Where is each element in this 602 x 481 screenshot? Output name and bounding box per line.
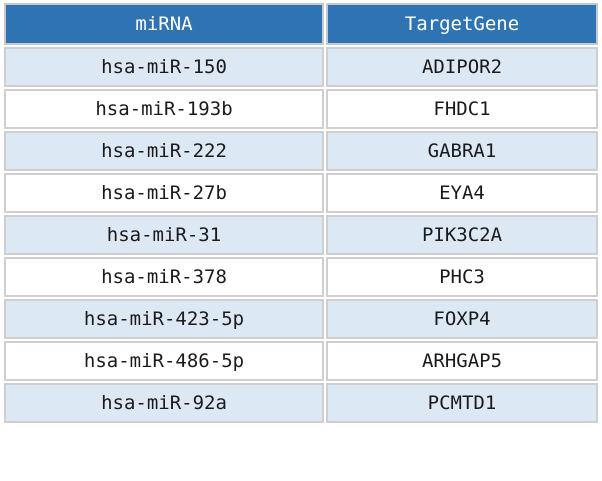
target-gene-cell: FOXP4 (326, 299, 598, 339)
mirna-target-table: miRNA TargetGene hsa-miR-150 ADIPOR2 hsa… (2, 1, 600, 425)
table-row: hsa-miR-423-5p FOXP4 (4, 299, 598, 339)
table-row: hsa-miR-378 PHC3 (4, 257, 598, 297)
table-row: hsa-miR-150 ADIPOR2 (4, 47, 598, 87)
target-gene-cell: PCMTD1 (326, 383, 598, 423)
mirna-cell: hsa-miR-27b (4, 173, 324, 213)
target-gene-cell: FHDC1 (326, 89, 598, 129)
mirna-cell: hsa-miR-486-5p (4, 341, 324, 381)
table-row: hsa-miR-27b EYA4 (4, 173, 598, 213)
table-row: hsa-miR-31 PIK3C2A (4, 215, 598, 255)
mirna-cell: hsa-miR-150 (4, 47, 324, 87)
table-row: hsa-miR-222 GABRA1 (4, 131, 598, 171)
table-row: hsa-miR-92a PCMTD1 (4, 383, 598, 423)
mirna-cell: hsa-miR-222 (4, 131, 324, 171)
mirna-cell: hsa-miR-92a (4, 383, 324, 423)
mirna-cell: hsa-miR-31 (4, 215, 324, 255)
target-gene-cell: PHC3 (326, 257, 598, 297)
column-header-mirna: miRNA (4, 3, 324, 45)
column-header-targetgene: TargetGene (326, 3, 598, 45)
table-row: hsa-miR-486-5p ARHGAP5 (4, 341, 598, 381)
table-row: hsa-miR-193b FHDC1 (4, 89, 598, 129)
mirna-cell: hsa-miR-193b (4, 89, 324, 129)
target-gene-cell: EYA4 (326, 173, 598, 213)
target-gene-cell: ADIPOR2 (326, 47, 598, 87)
header-row: miRNA TargetGene (4, 3, 598, 45)
target-gene-cell: PIK3C2A (326, 215, 598, 255)
target-gene-cell: GABRA1 (326, 131, 598, 171)
mirna-cell: hsa-miR-423-5p (4, 299, 324, 339)
target-gene-cell: ARHGAP5 (326, 341, 598, 381)
mirna-cell: hsa-miR-378 (4, 257, 324, 297)
